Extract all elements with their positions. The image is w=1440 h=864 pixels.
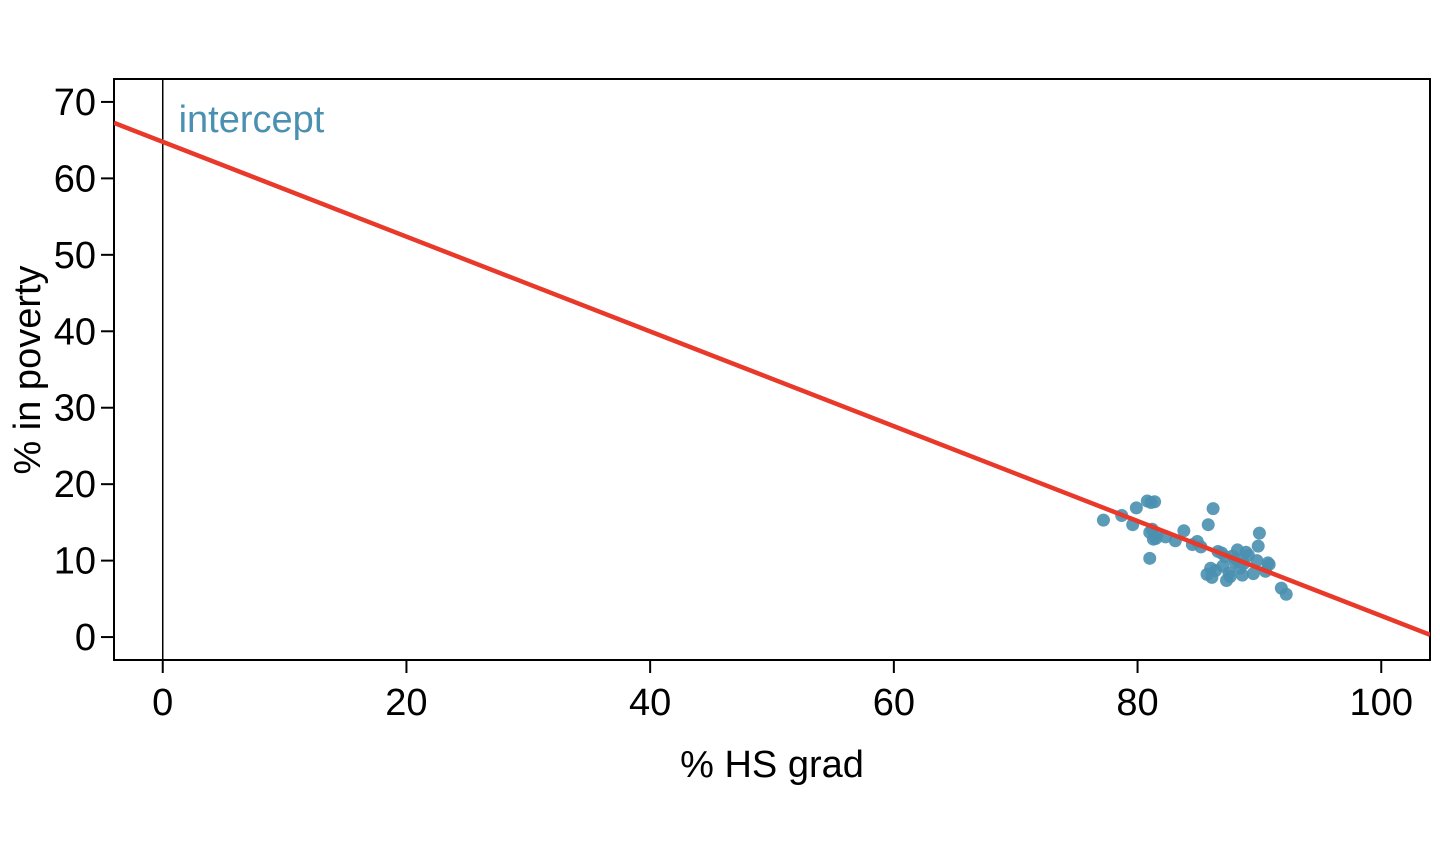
data-point [1252,526,1266,540]
x-axis-ticks: 0 20 40 60 80 100 [152,660,1413,724]
y-tick-label: 20 [54,464,96,506]
data-point [1235,568,1249,582]
regression-line [114,120,1430,637]
data-point [1223,570,1237,584]
data-point [1177,524,1191,538]
y-tick-label: 50 [54,235,96,277]
x-axis-title: % HS grad [680,744,864,786]
y-tick-label: 60 [54,158,96,200]
data-point [1148,495,1162,509]
y-tick-label: 70 [54,82,96,124]
x-tick-label: 40 [629,682,671,724]
y-tick-label: 0 [75,617,96,659]
data-point [1143,551,1157,565]
x-tick-label: 20 [385,682,427,724]
data-point [1146,532,1160,546]
y-tick-label: 10 [54,541,96,583]
data-points [1096,494,1293,601]
y-axis-title: % in poverty [7,265,49,474]
x-tick-label: 100 [1350,682,1413,724]
data-point [1246,567,1260,581]
data-point [1279,587,1293,601]
x-tick-label: 80 [1116,682,1158,724]
plot-frame [113,78,1431,661]
data-point [1096,513,1110,527]
data-point [1251,539,1265,553]
x-tick-label: 0 [152,682,173,724]
intercept-annotation: intercept [179,99,325,141]
y-tick-label: 30 [54,388,96,430]
data-point [1261,556,1275,570]
y-axis-ticks: 0 10 20 30 40 50 60 70 [54,82,114,659]
data-point [1206,502,1220,516]
y-tick-label: 40 [54,311,96,353]
data-point [1201,518,1215,532]
x-tick-label: 60 [873,682,915,724]
data-point [1129,501,1143,515]
